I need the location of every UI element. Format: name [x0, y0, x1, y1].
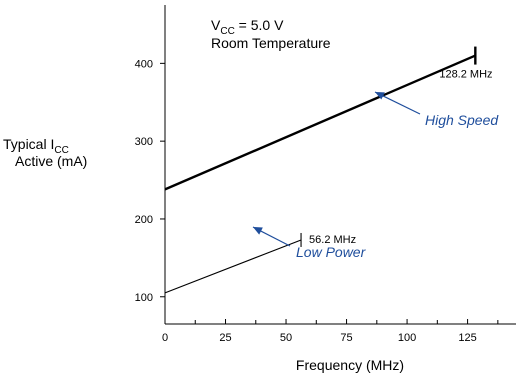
y-axis-title: Typical ICC [3, 136, 69, 156]
conditions-temperature: Room Temperature [211, 35, 331, 51]
conditions-vcc-main: V [211, 17, 221, 33]
callout-label: High Speed [425, 112, 499, 128]
x-tick-label: 100 [398, 332, 416, 344]
x-tick-label: 75 [340, 332, 352, 344]
ticks: 100 200 300 400 0 25 50 75 100 125 [135, 58, 499, 344]
series-end-label: 56.2 MHz [309, 234, 356, 246]
y-tick-label: 300 [135, 136, 153, 148]
y-axis-title-sub: CC [54, 145, 68, 156]
x-tick-label: 50 [280, 332, 292, 344]
axes [164, 5, 516, 325]
callout-arrowhead [253, 227, 263, 235]
series: 128.2 MHz 56.2 MHz [164, 46, 493, 294]
x-tick-label: 125 [458, 332, 476, 344]
series-line-high-speed [164, 54, 476, 191]
callout-label: Low Power [296, 244, 367, 260]
y-axis-title-line2: Active (mA) [15, 153, 87, 169]
x-tick-label: 25 [219, 332, 231, 344]
series-end-label: 128.2 MHz [439, 69, 492, 81]
y-tick-label: 100 [135, 292, 153, 304]
callout-arrowhead [375, 92, 385, 100]
y-tick-label: 400 [135, 58, 153, 70]
series-line-low-power [164, 239, 302, 294]
y-tick-label: 200 [135, 214, 153, 226]
conditions-vcc: VCC = 5.0 V [211, 17, 284, 37]
conditions-vcc-sub: CC [220, 26, 234, 37]
conditions-vcc-value: = 5.0 V [235, 17, 284, 33]
x-axis-title: Frequency (MHz) [296, 357, 404, 373]
y-axis-title-main: Typical I [3, 136, 54, 152]
x-tick-label: 0 [162, 332, 168, 344]
